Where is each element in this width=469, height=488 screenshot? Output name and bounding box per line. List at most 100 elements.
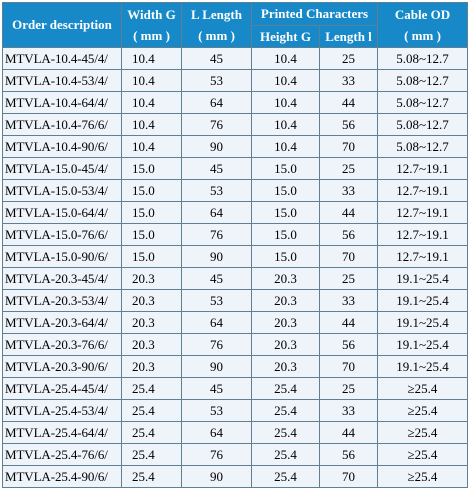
table-row: MTVLA-15.0-76/6/15.0 76 15.0 56 12.7~19.1 xyxy=(2,223,468,246)
height-g-cell: 25.4 xyxy=(251,443,320,466)
l-length-cell: 53 xyxy=(181,289,252,312)
height-g-cell: 15.0 xyxy=(251,201,320,224)
length-l-cell: 70 xyxy=(319,135,378,158)
l-length-cell: 76 xyxy=(181,333,252,356)
order-description-cell: MTVLA-25.4-76/6/ xyxy=(2,443,122,466)
l-length-cell: 53 xyxy=(181,399,252,422)
height-g-cell: 15.0 xyxy=(251,157,320,180)
length-l-cell: 33 xyxy=(319,179,378,202)
length-l-cell: 44 xyxy=(319,91,378,114)
width-g-cell: 15.0 xyxy=(121,179,182,202)
cable-od-cell: ≥25.4 xyxy=(377,399,468,422)
cable-od-cell: 5.08~12.7 xyxy=(377,69,468,92)
l-length-cell: 45 xyxy=(181,377,252,400)
width-g-cell: 20.3 xyxy=(121,355,182,378)
cable-od-cell: 12.7~19.1 xyxy=(377,179,468,202)
l-length-cell: 64 xyxy=(181,201,252,224)
order-description-cell: MTVLA-25.4-45/4/ xyxy=(2,377,122,400)
length-l-cell: 44 xyxy=(319,201,378,224)
order-description-cell: MTVLA-10.4-76/6/ xyxy=(2,113,122,136)
order-description-cell: MTVLA-15.0-45/4/ xyxy=(2,157,122,180)
l-length-cell: 76 xyxy=(181,113,252,136)
length-l-cell: 56 xyxy=(319,443,378,466)
table-row: MTVLA-10.4-90/6/10.4 90 10.4 70 5.08~12.7 xyxy=(2,135,468,158)
width-g-cell: 15.0 xyxy=(121,223,182,246)
width-g-cell: 25.4 xyxy=(121,377,182,400)
l-length-cell: 76 xyxy=(181,223,252,246)
order-description-cell: MTVLA-10.4-90/6/ xyxy=(2,135,122,158)
l-length-unit: ( mm ) xyxy=(198,28,235,43)
height-g-cell: 15.0 xyxy=(251,223,320,246)
col-header-order-description: Order description xyxy=(2,2,122,48)
cable-od-unit: ( mm ) xyxy=(404,28,441,43)
width-g-cell: 20.3 xyxy=(121,333,182,356)
col-header-width-g: Width G ( mm ) xyxy=(121,2,182,48)
length-l-cell: 56 xyxy=(319,113,378,136)
col-header-l-length: L Length ( mm ) xyxy=(181,2,252,48)
l-length-cell: 64 xyxy=(181,311,252,334)
order-description-cell: MTVLA-20.3-64/4/ xyxy=(2,311,122,334)
cable-od-cell: 12.7~19.1 xyxy=(377,201,468,224)
length-l-cell: 33 xyxy=(319,399,378,422)
height-g-cell: 20.3 xyxy=(251,311,320,334)
height-g-cell: 15.0 xyxy=(251,179,320,202)
length-l-cell: 44 xyxy=(319,311,378,334)
table-row: MTVLA-25.4-64/4/25.4 64 25.4 44 ≥25.4 xyxy=(2,421,468,444)
order-description-cell: MTVLA-20.3-76/6/ xyxy=(2,333,122,356)
order-description-cell: MTVLA-10.4-53/4/ xyxy=(2,69,122,92)
width-g-cell: 20.3 xyxy=(121,289,182,312)
height-g-cell: 25.4 xyxy=(251,377,320,400)
order-description-cell: MTVLA-15.0-90/6/ xyxy=(2,245,122,268)
cable-od-cell: ≥25.4 xyxy=(377,421,468,444)
height-g-cell: 25.4 xyxy=(251,421,320,444)
height-g-cell: 15.0 xyxy=(251,245,320,268)
table-row: MTVLA-25.4-76/6/25.4 76 25.4 56 ≥25.4 xyxy=(2,443,468,466)
l-length-cell: 90 xyxy=(181,245,252,268)
header-row-2: Height G Length l xyxy=(3,25,468,48)
height-g-cell: 10.4 xyxy=(251,69,320,92)
width-g-unit: ( mm ) xyxy=(133,28,170,43)
l-length-cell: 90 xyxy=(181,135,252,158)
table-row: MTVLA-10.4-45/4/10.4 45 10.4 25 5.08~12.7 xyxy=(2,47,468,70)
cable-od-cell: 19.1~25.4 xyxy=(377,333,468,356)
cable-od-cell: 19.1~25.4 xyxy=(377,267,468,290)
col-header-height-g: Height G xyxy=(251,25,320,48)
table-row: MTVLA-15.0-64/4/15.0 64 15.0 44 12.7~19.1 xyxy=(2,201,468,224)
table-row: MTVLA-15.0-53/4/15.0 53 15.0 33 12.7~19.1 xyxy=(2,179,468,202)
cable-od-cell: ≥25.4 xyxy=(377,377,468,400)
table-row: MTVLA-15.0-45/4/15.0 45 15.0 25 12.7~19.1 xyxy=(2,157,468,180)
height-g-cell: 20.3 xyxy=(251,355,320,378)
width-g-cell: 10.4 xyxy=(121,113,182,136)
width-g-cell: 25.4 xyxy=(121,399,182,422)
order-description-cell: MTVLA-10.4-64/4/ xyxy=(2,91,122,114)
l-length-cell: 64 xyxy=(181,421,252,444)
order-description-cell: MTVLA-15.0-64/4/ xyxy=(2,201,122,224)
col-header-printed-characters: Printed Characters xyxy=(251,2,378,26)
table-row: MTVLA-15.0-90/6/15.0 90 15.0 70 12.7~19.1 xyxy=(2,245,468,268)
table-header: Order description Width G ( mm ) L Lengt… xyxy=(2,2,468,48)
width-g-cell: 10.4 xyxy=(121,69,182,92)
col-header-length-l: Length l xyxy=(319,25,378,48)
height-g-cell: 20.3 xyxy=(251,289,320,312)
length-l-cell: 33 xyxy=(319,69,378,92)
table-row: MTVLA-20.3-76/6/20.3 76 20.3 56 19.1~25.4 xyxy=(2,333,468,356)
cable-od-cell: 5.08~12.7 xyxy=(377,135,468,158)
table-row: MTVLA-20.3-53/4/20.3 53 20.3 33 19.1~25.4 xyxy=(2,289,468,312)
table-row: MTVLA-10.4-76/6/10.4 76 10.4 56 5.08~12.7 xyxy=(2,113,468,136)
length-l-cell: 56 xyxy=(319,223,378,246)
width-g-cell: 20.3 xyxy=(121,311,182,334)
cable-od-cell: ≥25.4 xyxy=(377,443,468,466)
l-length-cell: 76 xyxy=(181,443,252,466)
height-g-cell: 10.4 xyxy=(251,91,320,114)
width-g-cell: 20.3 xyxy=(121,267,182,290)
width-g-cell: 15.0 xyxy=(121,245,182,268)
col-header-cable-od: Cable OD ( mm ) xyxy=(377,2,468,48)
l-length-label: L Length xyxy=(191,7,242,22)
width-g-cell: 15.0 xyxy=(121,201,182,224)
order-description-cell: MTVLA-20.3-53/4/ xyxy=(2,289,122,312)
cable-od-cell: 5.08~12.7 xyxy=(377,91,468,114)
cable-od-cell: 19.1~25.4 xyxy=(377,311,468,334)
length-l-cell: 56 xyxy=(319,333,378,356)
